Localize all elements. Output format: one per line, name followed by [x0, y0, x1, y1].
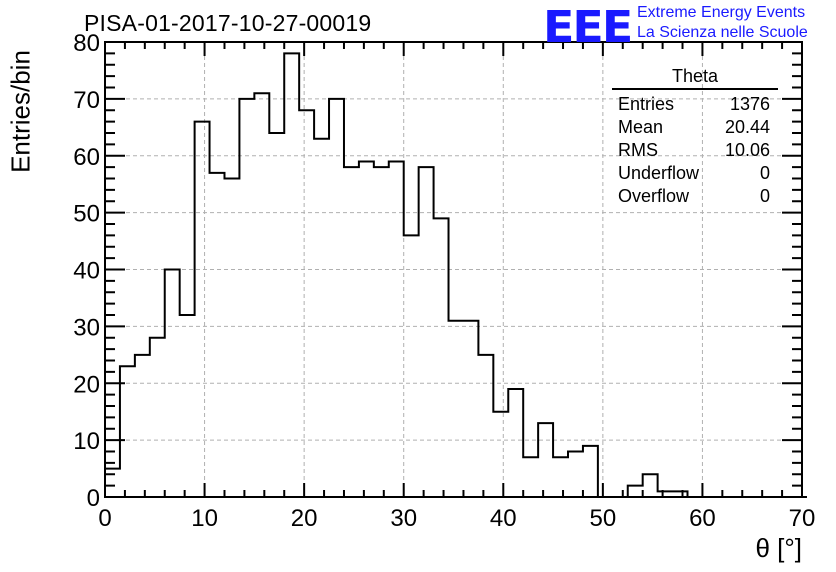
y-tick-label: 0: [87, 485, 100, 512]
histogram-bin: [359, 161, 374, 497]
x-tick-label: 70: [789, 505, 816, 532]
histogram-bin: [210, 173, 225, 497]
stats-row-rms: RMS 10.06: [612, 139, 778, 162]
tick-labels: 0 10 20 30 40 50 60 70 0 10 20 30 40 50 60 70 80: [73, 30, 815, 532]
histogram-bin: [643, 474, 658, 497]
histogram-bin: [374, 167, 389, 497]
stats-box: Theta Entries 1376 Mean 20.44 RMS 10.06 Und…: [612, 66, 778, 208]
histogram-bin: [493, 412, 508, 497]
histogram-bin: [404, 235, 419, 497]
stats-label: RMS: [618, 140, 658, 160]
stats-value: 0: [759, 163, 770, 183]
plot-frame: [104, 41, 803, 498]
stats-value: 1376: [729, 94, 770, 114]
histogram-bin: [105, 469, 120, 497]
y-tick-label: 60: [73, 144, 100, 171]
histogram-bins: [105, 53, 687, 497]
grid-lines: [105, 42, 802, 497]
histogram-bin: [628, 486, 643, 497]
stats-title: Theta: [612, 66, 778, 90]
histogram-bin: [180, 315, 195, 497]
y-tick-label: 70: [73, 87, 100, 114]
histogram-bin: [523, 457, 538, 497]
histogram-bin: [269, 133, 284, 497]
logo-tagline-2: La Scienza nelle Scuole: [637, 24, 808, 41]
histogram-bin: [449, 321, 464, 497]
x-tick-label: 40: [490, 505, 517, 532]
histogram-bin: [478, 355, 493, 497]
histogram-bin: [553, 457, 568, 497]
x-tick-label: 0: [98, 505, 111, 532]
stats-label: Overflow: [618, 186, 690, 206]
histogram-bin: [195, 122, 210, 497]
stats-row-entries: Entries 1376: [612, 93, 778, 116]
histogram-bin: [254, 93, 269, 497]
histogram-bin: [389, 161, 404, 497]
histogram-bin: [299, 110, 314, 497]
stats-value: 0: [759, 186, 770, 206]
histogram-bin: [583, 446, 598, 497]
x-tick-label: 30: [390, 505, 417, 532]
stats-label: Mean: [618, 117, 664, 137]
histogram-bin: [508, 389, 523, 497]
stats-row-mean: Mean 20.44: [612, 116, 778, 139]
x-tick-label: 20: [291, 505, 318, 532]
histogram-bin: [224, 179, 239, 498]
histogram-bin: [239, 99, 254, 497]
y-tick-label: 30: [73, 314, 100, 341]
histogram-bin: [120, 366, 135, 497]
axis-ticks: [104, 41, 803, 498]
stats-row-overflow: Overflow 0: [612, 185, 778, 208]
histogram-bin: [419, 167, 434, 497]
histogram-bin: [135, 355, 150, 497]
chart-title: PISA-01-2017-10-27-00019: [84, 10, 372, 36]
stats-row-underflow: Underflow 0: [612, 162, 778, 185]
y-tick-label: 40: [73, 258, 100, 285]
y-axis-label: Entries/bin: [5, 50, 36, 173]
stats-value: 10.06: [724, 140, 770, 160]
stats-label: Underflow: [618, 163, 700, 183]
eee-logo: EEE: [543, 1, 633, 53]
histogram-bin: [568, 452, 583, 498]
histogram-bin: [344, 167, 359, 497]
y-tick-label: 50: [73, 201, 100, 228]
histogram-bin: [538, 423, 553, 497]
histogram-outline: [104, 52, 807, 498]
histogram-bin: [284, 53, 299, 497]
x-tick-label: 10: [191, 505, 218, 532]
y-tick-label: 10: [73, 428, 100, 455]
y-tick-label: 20: [73, 371, 100, 398]
logo-tagline-1: Extreme Energy Events: [637, 4, 806, 21]
histogram-bin: [463, 321, 478, 497]
y-tick-label: 80: [73, 30, 100, 57]
histogram-bin: [314, 139, 329, 497]
x-tick-label: 60: [689, 505, 716, 532]
x-axis-label: θ [°]: [755, 533, 802, 563]
stats-value: 20.44: [724, 117, 770, 137]
x-tick-label: 50: [590, 505, 617, 532]
histogram-bin: [150, 338, 165, 497]
histogram-bin: [434, 218, 449, 497]
histogram-bin: [329, 99, 344, 497]
stats-label: Entries: [618, 94, 675, 114]
